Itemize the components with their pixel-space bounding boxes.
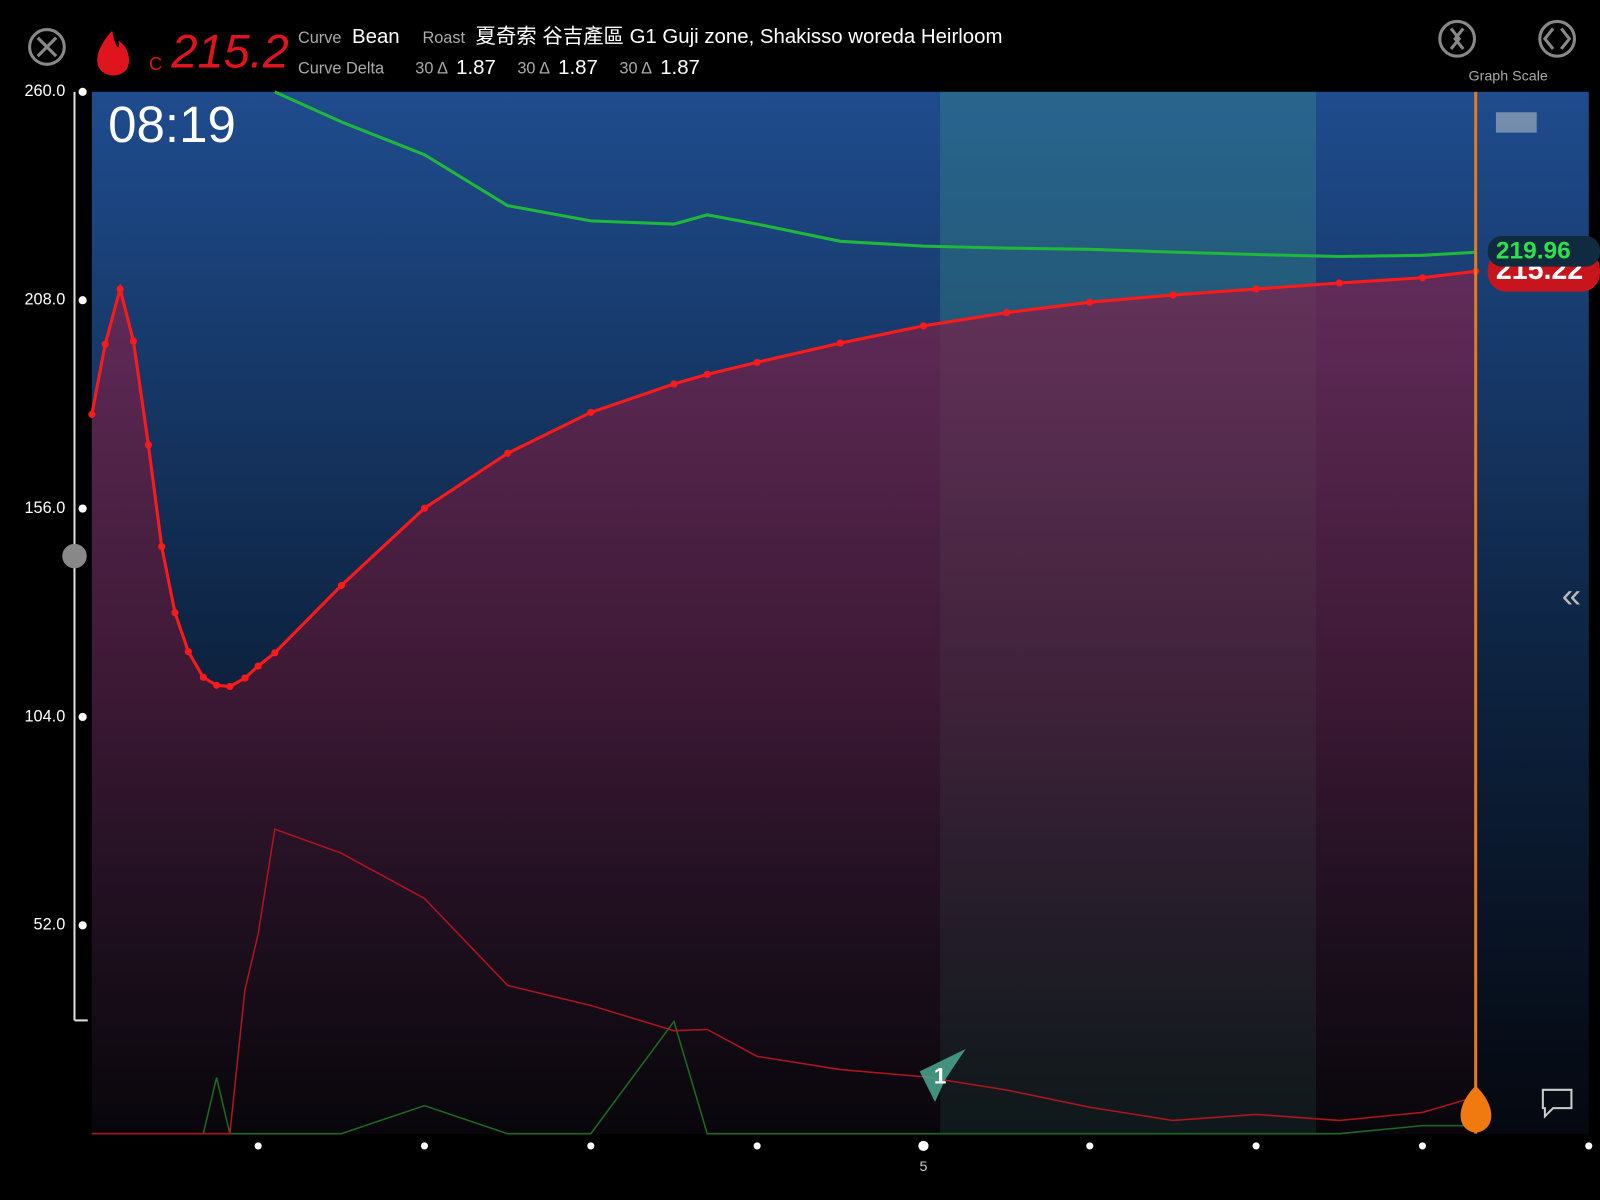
bean-point [1418, 274, 1427, 282]
unit: C [149, 53, 162, 74]
bean-point [171, 609, 179, 617]
bean-point [226, 682, 234, 691]
bean-point [836, 339, 844, 347]
delta-window: 30 Δ [619, 60, 652, 78]
flame-icon [97, 30, 130, 76]
current-value: 219.96 [1496, 238, 1571, 265]
roast-value: 夏奇索 谷吉產區 G1 Guji zone, Shakisso woreda H… [476, 25, 1003, 48]
x-minor-tick [254, 1142, 262, 1150]
curve-label: Curve [298, 29, 342, 47]
bean-area [91, 271, 1476, 1134]
graph-scale-label: Graph Scale [1469, 68, 1548, 84]
y-tick-label: 156.0 [24, 499, 65, 517]
bean-point [116, 285, 124, 293]
bean-point [199, 673, 207, 681]
delta-window: 30 Δ [517, 60, 550, 78]
bean-point [1003, 309, 1011, 317]
x-minor-tick [1086, 1142, 1094, 1150]
x-minor-tick [753, 1142, 761, 1150]
event-label: 1 [934, 1063, 946, 1088]
bean-point [670, 380, 678, 388]
close-button[interactable] [28, 28, 66, 66]
series-line [274, 90, 1476, 259]
delta-label: Curve Delta [298, 60, 385, 78]
series-line [91, 828, 1476, 1135]
zoom-in-button[interactable] [1438, 19, 1477, 58]
x-minor-tick [587, 1142, 595, 1150]
bean-point [1169, 291, 1177, 299]
flame-toggle[interactable] [1495, 112, 1537, 133]
bean-point [271, 649, 279, 657]
delta-window: 30 Δ [415, 60, 448, 78]
delta-value: 1.87 [456, 57, 496, 79]
x-tick [918, 1140, 929, 1152]
temperature: 215.2 [170, 25, 288, 77]
zoom-out-button[interactable] [1538, 19, 1577, 58]
bean-point [753, 358, 761, 366]
drop-icon [1460, 1085, 1492, 1133]
series-line [90, 269, 1476, 689]
delta-value: 1.87 [660, 57, 700, 79]
bean-point [144, 441, 152, 449]
bean-point [420, 504, 429, 512]
bean-point [919, 322, 928, 330]
y-tick-label: 104.0 [24, 707, 65, 725]
y-tick-label: 208.0 [24, 291, 65, 309]
bean-point [241, 674, 249, 682]
y-tick-label: 260.0 [24, 82, 65, 100]
bean-point [213, 681, 221, 689]
edit-button[interactable] [62, 543, 87, 569]
bean-point [184, 648, 192, 656]
bean-point [158, 543, 166, 551]
bean-point [587, 408, 595, 416]
bean-point [337, 581, 345, 590]
event-flag [919, 1048, 966, 1103]
comment-button[interactable] [1541, 1088, 1573, 1119]
x-minor-tick [1585, 1142, 1593, 1150]
delta-value: 1.87 [558, 57, 598, 79]
bean-point [504, 449, 512, 457]
curve-value: Bean [352, 26, 400, 48]
bean-point [1086, 298, 1094, 306]
bean-point [1335, 279, 1343, 287]
roast-label: Roast [422, 29, 465, 47]
bean-point [88, 410, 96, 418]
y-tick [78, 504, 87, 513]
bean-point [1252, 285, 1260, 293]
x-minor-tick [1418, 1142, 1427, 1150]
x-minor-tick [420, 1142, 429, 1150]
y-tick [78, 712, 87, 722]
y-tick [78, 921, 87, 930]
y-tick [78, 87, 87, 96]
y-tick-label: 52.0 [34, 916, 66, 934]
y-tick [78, 296, 87, 305]
bean-point [101, 340, 109, 348]
bean-point [129, 337, 137, 345]
expand-panel[interactable]: « [1562, 577, 1581, 615]
bean-point [254, 662, 262, 670]
timer: 08:19 [108, 96, 236, 153]
x-minor-tick [1252, 1142, 1260, 1150]
current-badge [1487, 235, 1600, 267]
x-tick-label: 5 [920, 1159, 928, 1175]
bean-point [703, 370, 711, 378]
